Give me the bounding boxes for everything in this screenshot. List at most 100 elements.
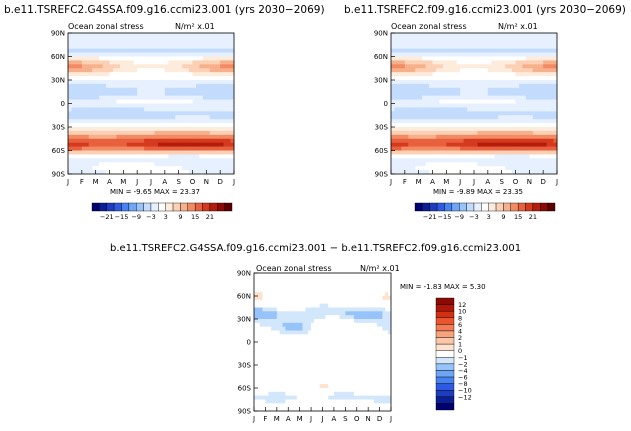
- heatmap-cell: [112, 162, 117, 167]
- heatmap-cell: [88, 36, 93, 42]
- heatmap-cell: [539, 150, 544, 155]
- heatmap-cell: [453, 142, 458, 147]
- heatmap-cell: [480, 64, 485, 69]
- heatmap-cell: [339, 288, 343, 293]
- heatmap-cell: [480, 150, 485, 155]
- heatmap-cell: [379, 326, 383, 331]
- colorbar-swatch: [517, 202, 526, 212]
- heatmap-cell: [109, 138, 114, 144]
- heatmap-cell: [353, 368, 358, 374]
- heatmap-cell: [382, 353, 386, 358]
- heatmap-cell: [550, 83, 554, 89]
- heatmap-cell: [408, 111, 413, 116]
- heatmap-cell: [480, 33, 485, 38]
- heatmap-cell: [388, 376, 392, 381]
- heatmap-cell: [456, 134, 461, 140]
- heatmap-cell: [311, 345, 315, 351]
- heatmap-cell: [429, 48, 433, 53]
- heatmap-cell: [95, 150, 100, 155]
- heatmap-cell: [230, 127, 235, 132]
- heatmap-cell: [319, 365, 323, 370]
- heatmap-cell: [230, 64, 235, 69]
- heatmap-cell: [259, 307, 263, 312]
- heatmap-cell: [227, 72, 231, 77]
- heatmap-cell: [432, 83, 437, 89]
- heatmap-cell: [536, 99, 541, 104]
- heatmap-cell: [498, 40, 503, 46]
- heatmap-cell: [254, 334, 258, 339]
- heatmap-cell: [515, 134, 520, 140]
- heatmap-cell: [296, 342, 301, 347]
- heatmap-cell: [151, 103, 155, 108]
- heatmap-cell: [391, 103, 395, 108]
- heatmap-cell: [325, 284, 329, 289]
- heatmap-cell: [130, 60, 135, 65]
- heatmap-cell: [102, 123, 107, 128]
- heatmap-cell: [178, 91, 183, 97]
- heatmap-cell: [529, 60, 534, 65]
- heatmap-cell: [518, 33, 523, 38]
- heatmap-cell: [550, 87, 554, 93]
- heatmap-cell: [161, 162, 166, 167]
- heatmap-cell: [316, 372, 321, 377]
- heatmap-cell: [536, 91, 541, 97]
- heatmap-cell: [529, 72, 534, 77]
- heatmap-cell: [282, 315, 286, 320]
- heatmap-cell: [385, 330, 389, 335]
- heatmap-cell: [522, 166, 527, 171]
- heatmap-cell: [299, 296, 303, 301]
- heatmap-cell: [470, 87, 475, 93]
- heatmap-cell: [271, 311, 275, 316]
- heatmap-cell: [223, 107, 228, 112]
- heatmap-cell: [316, 376, 321, 381]
- heatmap-cell: [525, 162, 530, 167]
- heatmap-cell: [273, 361, 278, 366]
- heatmap-cell: [106, 158, 110, 163]
- heatmap-cell: [456, 33, 461, 38]
- heatmap-cell: [279, 376, 283, 381]
- heatmap-cell: [391, 80, 395, 85]
- heatmap-cell: [74, 150, 79, 155]
- heatmap-cell: [477, 95, 482, 100]
- heatmap-cell: [474, 162, 478, 167]
- heatmap-cell: [342, 322, 346, 328]
- heatmap-cell: [154, 56, 159, 61]
- heatmap-cell: [449, 95, 454, 100]
- heatmap-cell: [515, 115, 520, 120]
- heatmap-cell: [470, 72, 475, 77]
- heatmap-cell: [494, 150, 499, 155]
- heatmap-cell: [126, 166, 131, 171]
- heatmap-cell: [353, 296, 358, 301]
- heatmap-cell: [543, 87, 548, 93]
- heatmap-cell: [553, 154, 558, 159]
- heatmap-cell: [144, 158, 148, 163]
- heatmap-cell: [123, 91, 128, 97]
- heatmap-cell: [262, 368, 266, 374]
- heatmap-cell: [351, 292, 355, 297]
- heatmap-cell: [202, 127, 207, 132]
- heatmap-cell: [373, 365, 378, 370]
- heatmap-cell: [268, 368, 272, 374]
- heatmap-cell: [508, 162, 513, 167]
- heatmap-cell: [202, 60, 207, 65]
- heatmap-cell: [288, 342, 292, 347]
- heatmap-cell: [508, 68, 513, 73]
- heatmap-cell: [401, 80, 406, 85]
- heatmap-cell: [359, 273, 363, 278]
- heatmap-cell: [279, 311, 283, 316]
- heatmap-cell: [362, 276, 366, 282]
- heatmap-cell: [71, 60, 76, 65]
- heatmap-cell: [227, 64, 231, 69]
- heatmap-cell: [322, 284, 326, 289]
- heatmap-cell: [322, 280, 326, 285]
- heatmap-cell: [227, 87, 231, 93]
- heatmap-cell: [362, 330, 366, 335]
- heatmap-cell: [446, 76, 451, 81]
- heatmap-cell: [543, 72, 548, 77]
- heatmap-cell: [404, 60, 409, 65]
- heatmap-cell: [85, 40, 90, 46]
- heatmap-cell: [322, 334, 326, 339]
- heatmap-cell: [293, 353, 298, 358]
- heatmap-cell: [147, 103, 152, 108]
- heatmap-cell: [418, 48, 423, 53]
